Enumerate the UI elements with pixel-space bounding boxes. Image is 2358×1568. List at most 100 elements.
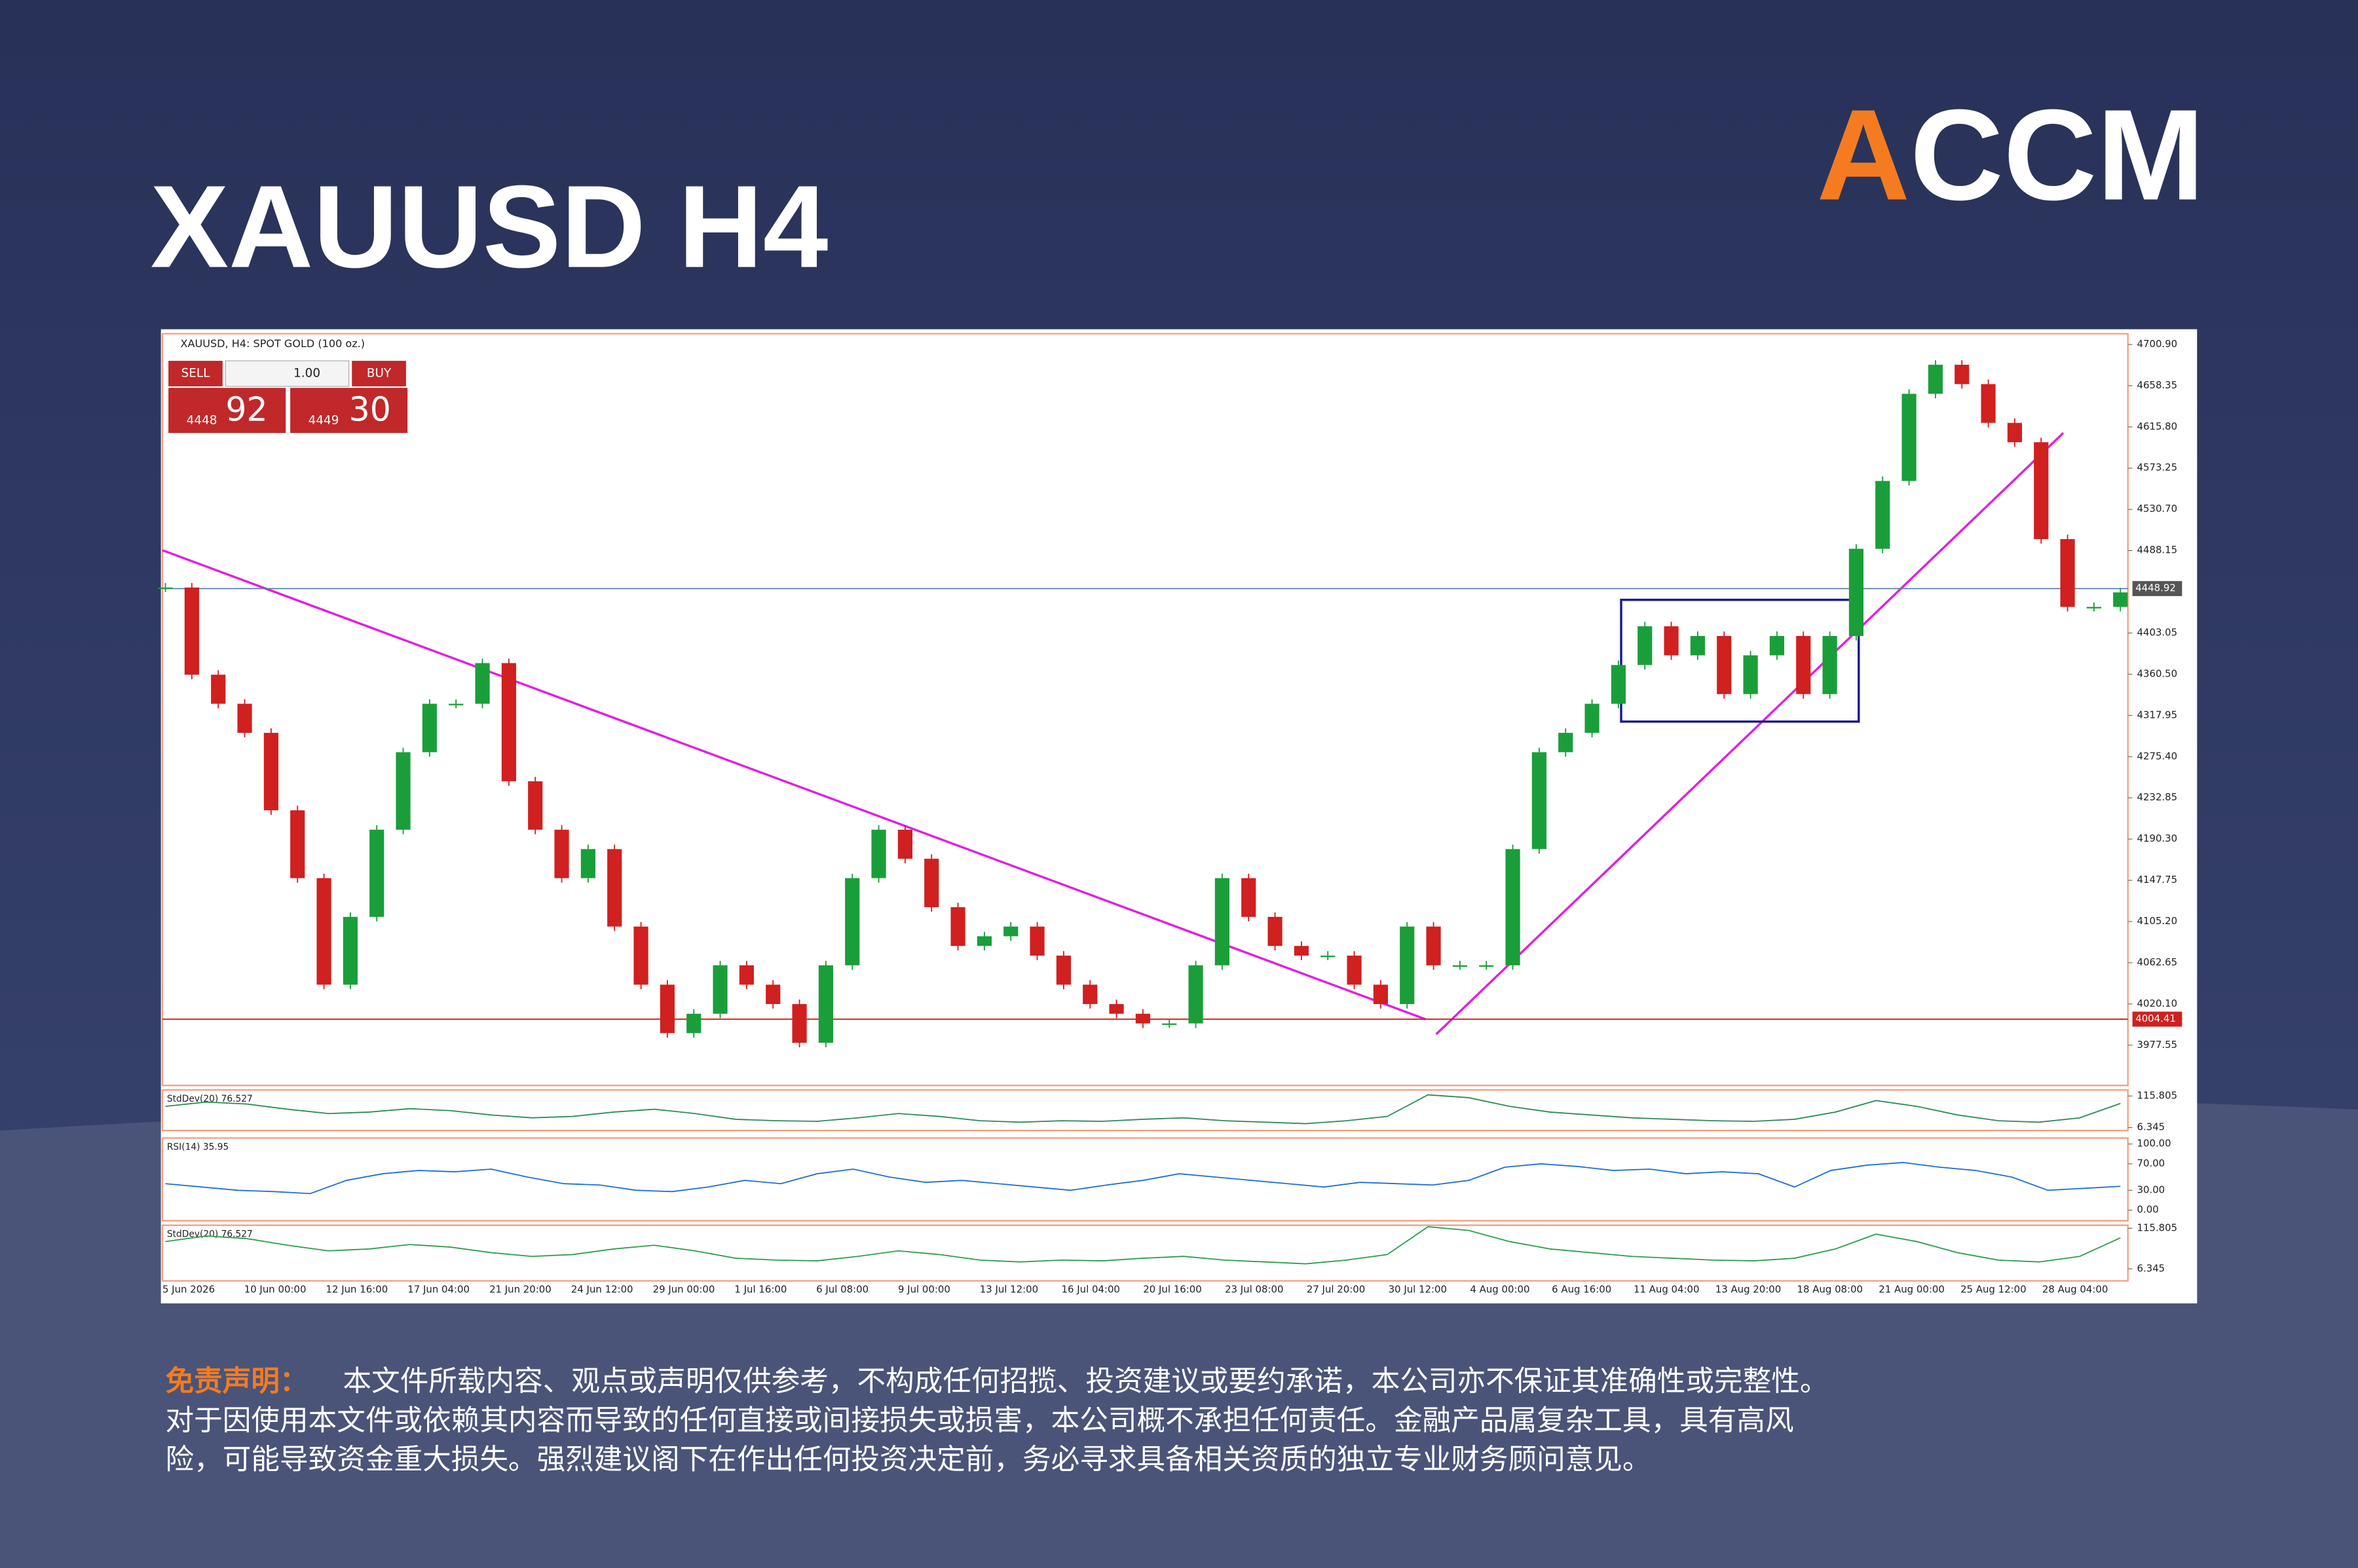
candle — [792, 1003, 807, 1043]
buy-button[interactable] — [352, 360, 406, 386]
bid-box[interactable] — [168, 388, 286, 434]
x-tick-label: 10 Jun 00:00 — [244, 1283, 307, 1295]
y-tick-label: 4275.40 — [2137, 750, 2178, 762]
ask-small: 30 — [349, 390, 391, 428]
candle — [1955, 364, 1970, 384]
indicator-tick-label: 0.00 — [2137, 1204, 2159, 1216]
y-tick-label: 4360.50 — [2137, 667, 2178, 679]
x-tick-label: 11 Aug 04:00 — [1634, 1283, 1700, 1295]
y-tick-label: 4147.75 — [2137, 874, 2178, 886]
symbol: XAUUSD, H4: SPOT GOLD (100 oz.) — [181, 337, 365, 350]
candle — [211, 675, 226, 704]
sell-button[interactable] — [168, 360, 223, 386]
y-tick-label: 4232.85 — [2137, 791, 2178, 803]
candle — [580, 849, 595, 878]
candle — [1373, 984, 1388, 1004]
candle — [475, 663, 490, 704]
candle — [1531, 752, 1546, 849]
candle — [660, 984, 675, 1034]
disclaimer-line: 险，可能导致资金重大损失。强烈建议阁下在作出任何投资决定前，务必寻求具备相关资质… — [166, 1444, 1651, 1476]
candle — [2034, 442, 2049, 540]
candle — [897, 829, 912, 859]
candle — [713, 965, 728, 1014]
indicator-label: StdDev(20) 76.527 — [167, 1094, 253, 1104]
y-tick-label: 4020.10 — [2137, 998, 2178, 1009]
candle — [1294, 946, 1309, 956]
y-tick-label: 3977.55 — [2137, 1039, 2178, 1051]
candle — [184, 588, 199, 675]
price-level-label: 4448.92 — [2135, 582, 2176, 594]
x-tick-label: 25 Aug 12:00 — [1960, 1283, 2027, 1295]
candle — [950, 907, 965, 946]
x-tick-label: 1 Jul 16:00 — [734, 1283, 787, 1295]
candle — [1479, 965, 1494, 967]
disclaimer-line: 本文件所载内容、观点或声明仅供参考，不构成任何招揽、投资建议或要约承诺，本公司亦… — [343, 1366, 1828, 1398]
indicator-line — [165, 1161, 2121, 1195]
candle — [1848, 548, 1863, 636]
volume-box[interactable] — [225, 360, 350, 387]
candle — [1241, 878, 1256, 917]
x-tick-label: 16 Jul 04:00 — [1062, 1283, 1120, 1295]
x-tick-label: 29 Jun 00:00 — [653, 1283, 715, 1295]
x-tick-label: 6 Aug 16:00 — [1552, 1283, 1611, 1295]
disclaimer-line: 对于因使用本文件或依赖其内容而导致的任何直接或间接损失或损害，本公司概不承担任何… — [166, 1404, 1794, 1437]
range-box — [1620, 599, 1860, 723]
indicator-label: StdDev(20) 76.527 — [167, 1229, 253, 1239]
buy-label: BUY — [367, 366, 392, 380]
indicator-tick-label: 70.00 — [2137, 1157, 2165, 1169]
candle — [1135, 1013, 1150, 1024]
candle — [1690, 635, 1705, 656]
candle — [1664, 626, 1679, 656]
x-tick-label: 17 Jun 04:00 — [407, 1283, 470, 1295]
candle — [1214, 878, 1229, 965]
indicator-line — [165, 1094, 2121, 1125]
candle — [1928, 364, 1943, 394]
x-tick-label: 13 Jul 12:00 — [980, 1283, 1038, 1295]
x-tick-label: 27 Jul 20:00 — [1307, 1283, 1365, 1295]
x-tick-label: 21 Aug 00:00 — [1879, 1283, 1945, 1295]
x-tick-label: 23 Jul 08:00 — [1225, 1283, 1283, 1295]
indicator-label: RSI(14) 35.95 — [167, 1142, 229, 1152]
indicator-line — [165, 1225, 2121, 1265]
candle — [1056, 956, 1071, 985]
price-level-label: 4004.41 — [2135, 1013, 2176, 1024]
indicator-tick-label: 6.345 — [2137, 1121, 2165, 1133]
ask-box[interactable] — [290, 388, 408, 434]
chart-frame — [160, 329, 2198, 1304]
y-tick-label: 4317.95 — [2137, 709, 2178, 720]
candle — [1188, 965, 1203, 1024]
candle — [237, 703, 252, 733]
candle — [2086, 607, 2102, 608]
indicator-tick-label: 30.00 — [2137, 1184, 2165, 1195]
candle — [1611, 665, 1626, 704]
volume: 1.00 — [293, 366, 320, 380]
candle — [1901, 394, 1917, 481]
candle — [1505, 849, 1520, 965]
price-level-box — [2132, 581, 2182, 597]
candle — [1030, 926, 1045, 956]
ask-big: 4449 — [309, 414, 339, 428]
candle — [1109, 1003, 1124, 1014]
sell-label: SELL — [181, 366, 210, 380]
candle — [554, 829, 569, 878]
candle — [1717, 635, 1732, 694]
indicator-tick-label: 100.00 — [2137, 1138, 2171, 1149]
candle — [290, 810, 305, 878]
x-tick-label: 13 Aug 20:00 — [1715, 1283, 1782, 1295]
x-tick-label: 4 Aug 00:00 — [1470, 1283, 1529, 1295]
indicator-panel — [161, 1137, 2129, 1222]
candle — [2060, 539, 2075, 607]
x-tick-label: 30 Jul 12:00 — [1389, 1283, 1447, 1295]
price-plot — [161, 333, 2129, 1087]
candle — [449, 703, 464, 705]
indicator-tick-label: 6.345 — [2137, 1262, 2165, 1274]
candle — [1796, 635, 1811, 694]
logo-a: A — [1816, 83, 1910, 227]
candle — [1822, 635, 1837, 694]
candle — [977, 936, 992, 946]
y-tick-label: 4530.70 — [2137, 503, 2178, 515]
candle — [686, 1013, 702, 1034]
x-tick-label: 12 Jun 16:00 — [326, 1283, 388, 1295]
